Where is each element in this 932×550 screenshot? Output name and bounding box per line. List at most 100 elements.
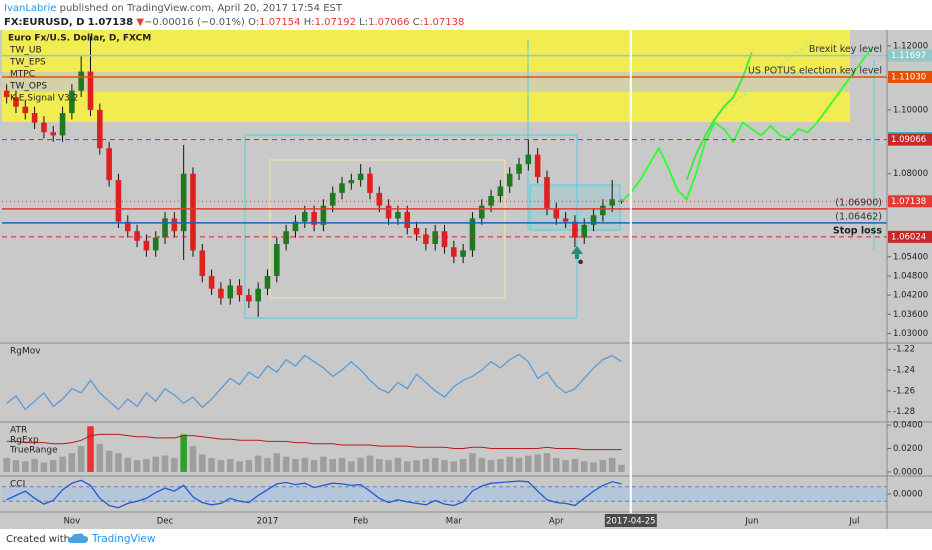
- candle-body: [162, 218, 168, 238]
- candle-body: [404, 212, 411, 229]
- histogram-bar: [534, 454, 541, 472]
- histogram-bar: [254, 455, 262, 472]
- symbol: FX:EURUSD, D: [4, 17, 84, 28]
- cursor-label-bg: [604, 514, 657, 527]
- histogram-bar: [590, 462, 597, 472]
- histogram-bar: [105, 450, 113, 472]
- candle-body: [357, 173, 364, 181]
- author[interactable]: IvanLabrie: [4, 3, 56, 14]
- candle-body: [227, 285, 234, 299]
- y-tick-label: 1.04200: [893, 291, 928, 301]
- candle-body: [59, 113, 66, 136]
- candle-body: [199, 250, 206, 276]
- histogram-bar: [469, 453, 476, 472]
- y-tick-label: 1.04800: [893, 271, 928, 281]
- candle-body: [274, 243, 280, 276]
- y-tick-label: -1.24: [893, 366, 915, 376]
- footer-brand[interactable]: TradingView: [91, 533, 156, 545]
- candle-body: [460, 250, 466, 257]
- published: published on TradingView.com, April 20, …: [60, 3, 343, 14]
- candle-body: [609, 199, 615, 206]
- panel-label: RgMov: [10, 347, 41, 357]
- histogram-bar: [599, 460, 607, 472]
- candle-body: [171, 218, 178, 232]
- candle-body: [432, 231, 438, 244]
- candle-body: [41, 122, 47, 133]
- h-value: 1.07192: [315, 17, 356, 28]
- candle-body: [124, 221, 131, 232]
- candle-body: [190, 173, 196, 251]
- candle-body: [423, 234, 429, 244]
- candle-body: [581, 224, 588, 238]
- candle-body: [97, 109, 103, 149]
- histogram-bar: [171, 457, 178, 472]
- candle-body: [22, 106, 29, 114]
- histogram-bar: [431, 457, 439, 472]
- price-label: 1.07138: [891, 197, 926, 207]
- signal-dot: ●: [578, 259, 583, 266]
- panel-label: RgExp: [10, 436, 39, 446]
- candle-body: [376, 192, 383, 206]
- x-tick-label: Feb: [353, 517, 368, 527]
- candle-body: [544, 176, 550, 209]
- histogram-bar: [133, 460, 141, 472]
- histogram-bar: [124, 457, 132, 472]
- price-label-bg: [888, 230, 932, 243]
- histogram-bar: [161, 455, 169, 472]
- histogram-bar: [273, 453, 281, 472]
- candle-body: [534, 154, 541, 177]
- candle-body: [413, 228, 420, 235]
- candle-body: [208, 275, 215, 289]
- histogram-bar: [236, 461, 243, 472]
- histogram-bar: [618, 464, 625, 472]
- y-tick-label: 0.0000: [893, 490, 923, 500]
- candle-body: [31, 113, 38, 123]
- x-tick-label: Jul: [848, 517, 859, 527]
- candle-body: [134, 231, 140, 241]
- histogram-bar: [12, 460, 20, 472]
- candle-body: [600, 205, 606, 216]
- histogram-bar: [487, 460, 495, 472]
- change: −0.00016 (−0.01%): [144, 17, 245, 28]
- y-tick-label: 1.08000: [893, 169, 928, 179]
- signal-arrow: [571, 246, 583, 259]
- candle-body: [339, 183, 345, 193]
- histogram-bar: [553, 457, 560, 472]
- histogram-bar: [348, 461, 355, 472]
- candle-body: [255, 288, 261, 302]
- chart: 1.12000 1.10000 1.08000 1.05400 1.04800 1.042…: [0, 30, 932, 529]
- histogram-bar: [422, 459, 430, 472]
- price-label-bg: [888, 195, 932, 208]
- footer-logo[interactable]: [68, 533, 88, 543]
- y-tick-label: 1.10000: [893, 105, 928, 115]
- histogram-bar: [329, 459, 336, 472]
- candle-body: [236, 285, 243, 296]
- x-tick-label: 2017-04-25: [606, 517, 655, 527]
- y-tick-label: 0.0200: [893, 444, 923, 454]
- level-text: Stop loss: [833, 225, 882, 236]
- histogram-bar: [525, 455, 532, 472]
- candle-body: [292, 221, 299, 232]
- histogram-bar: [208, 457, 215, 472]
- candle-body: [69, 90, 75, 114]
- price-label: 1.11030: [891, 72, 926, 82]
- last: 1.07138: [88, 17, 134, 28]
- histogram-bar: [59, 456, 66, 472]
- study-label: K.E.Signal V3.2: [10, 94, 78, 104]
- axis-bg: [887, 30, 932, 513]
- x-axis-bg: [0, 513, 932, 529]
- arrow: ▼: [136, 17, 144, 28]
- y-tick-label: 0.0400: [893, 421, 923, 431]
- price-label: 1.11697: [891, 51, 926, 61]
- footer-bg: [0, 529, 932, 550]
- candle-body: [143, 240, 150, 251]
- histogram-bar: [31, 459, 38, 472]
- histogram-bar: [40, 462, 48, 472]
- panel-label: TrueRange: [9, 446, 58, 456]
- histogram-bar: [441, 460, 448, 472]
- panel-label: CCI: [10, 480, 25, 490]
- histogram-bar: [562, 460, 569, 472]
- candle-body: [87, 71, 94, 110]
- histogram-bar: [301, 457, 309, 472]
- histogram-bar: [478, 457, 486, 472]
